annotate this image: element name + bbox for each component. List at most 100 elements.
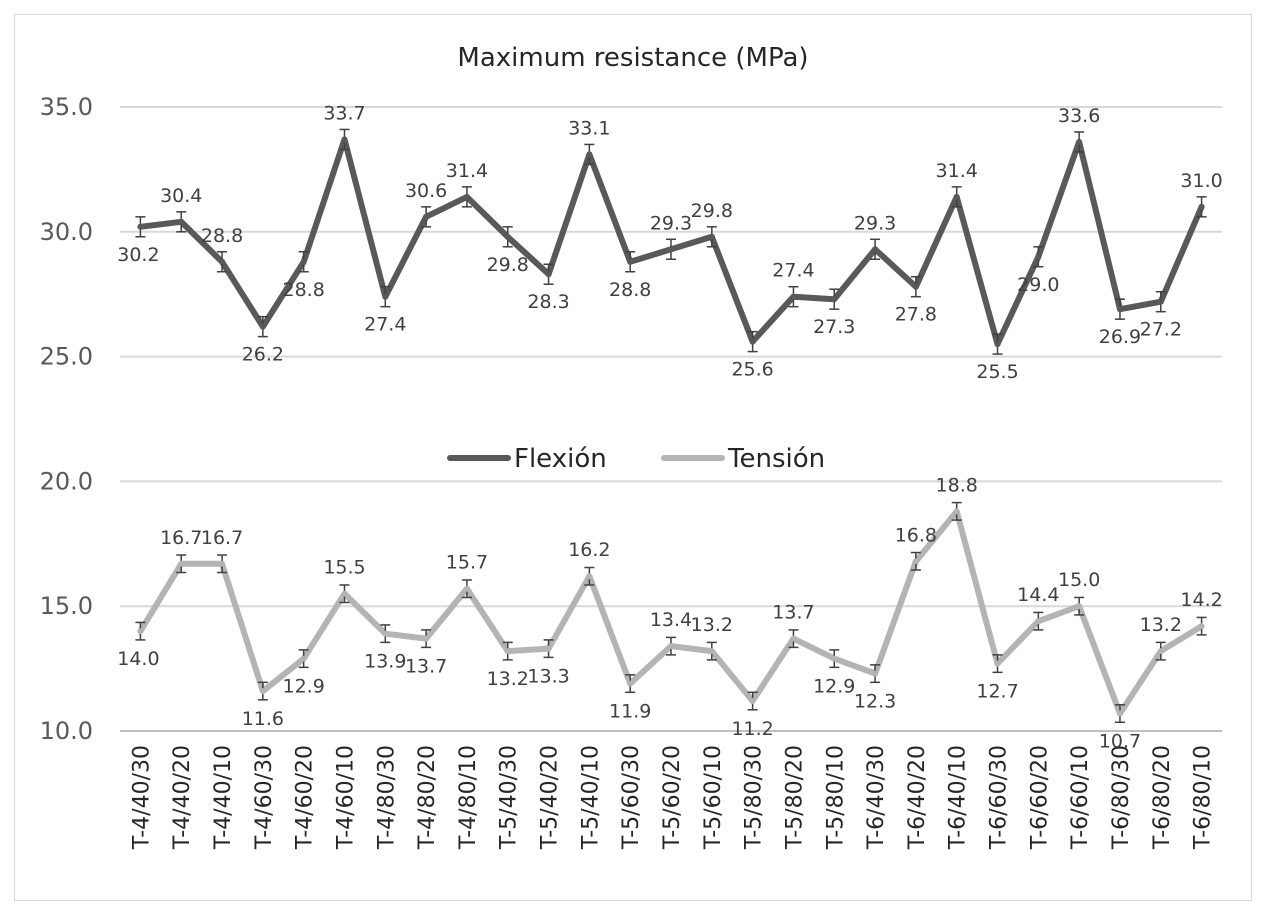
x-tick-label: T-5/80/30 [742,745,767,850]
data-point [831,655,838,662]
data-label: 16.7 [160,527,202,549]
data-label: 27.8 [895,304,937,326]
x-tick-label: T-5/40/10 [578,745,603,850]
data-label: 30.6 [405,180,447,202]
data-point [1035,253,1042,260]
x-tick-label: T-4/80/20 [415,745,440,850]
legend-label-tension: Tensión [727,444,825,474]
data-label: 27.4 [364,314,406,336]
data-label: 11.2 [731,718,773,740]
data-label: 33.7 [323,102,365,124]
data-label: 28.8 [609,279,651,301]
data-label: 13.9 [364,651,406,673]
data-point [627,680,634,687]
data-label: 30.4 [160,185,202,207]
data-label: 13.2 [487,668,529,690]
data-label: 31.4 [936,160,978,182]
data-point [1157,648,1164,655]
x-tick-label: T-5/40/30 [497,745,522,850]
data-label: 29.8 [487,254,529,276]
x-tick-label: T-5/60/20 [660,745,685,850]
y-tick-label: 20.0 [40,467,93,495]
data-label: 25.5 [976,361,1018,383]
data-point [668,643,674,650]
x-tick-label: T-6/80/20 [1150,745,1175,850]
data-point [463,193,470,200]
y-tick-label: 25.0 [40,343,93,371]
series-group [135,128,1207,724]
data-point [1116,710,1123,717]
data-point [178,218,185,225]
x-tick-label: T-5/40/20 [538,745,563,850]
data-point [300,655,307,662]
legend-label-flexion: Flexión [514,444,607,474]
data-point [1035,618,1042,625]
data-point [831,296,838,303]
data-point [872,246,879,253]
chart-title: Maximum resistance (MPa) [457,43,808,73]
data-point [137,628,144,635]
data-label: 15.7 [446,552,488,574]
data-label: 26.9 [1099,326,1141,348]
data-label: 13.2 [1140,614,1182,636]
data-point [423,635,430,642]
data-point [1116,306,1123,313]
data-label: 25.6 [731,359,773,381]
data-point [545,645,552,652]
data-label: 13.3 [527,666,569,688]
x-tick-label: T-6/80/10 [1191,745,1216,850]
data-labels: 30.230.428.826.228.833.727.430.631.429.8… [117,102,1222,752]
data-label: 27.3 [813,316,855,338]
data-label: 27.4 [772,260,814,282]
x-tick-label: T-6/60/10 [1068,745,1093,850]
data-label: 14.4 [1017,584,1059,606]
data-point [259,688,266,695]
legend: Flexión Tensión [447,444,825,474]
data-point [382,630,389,637]
x-tick-label: T-5/60/30 [619,745,644,850]
data-point [994,341,1001,348]
data-point [463,585,470,592]
data-point [586,573,593,580]
data-point [1157,298,1164,305]
y-tick-label: 30.0 [40,218,93,246]
data-label: 13.7 [772,602,814,624]
data-point [953,193,960,200]
x-tick-label: T-4/40/10 [211,745,236,850]
data-label: 33.1 [568,117,610,139]
data-point [1076,603,1083,610]
data-label: 15.0 [1058,569,1100,591]
y-tick-label: 10.0 [40,717,93,745]
data-label: 26.2 [242,344,284,366]
data-label: 28.3 [527,291,569,313]
data-point [341,136,348,143]
data-label: 16.8 [895,524,937,546]
data-label: 29.8 [691,200,733,222]
data-point [627,258,634,265]
data-point [912,558,919,565]
x-tick-label: T-6/40/30 [864,745,889,850]
x-tick-label: T-5/60/10 [701,745,726,850]
y-tick-label: 35.0 [40,93,93,121]
data-point [749,338,756,345]
data-label: 29.0 [1017,274,1059,296]
x-tick-label: T-6/80/30 [1109,745,1134,850]
data-point [300,258,307,265]
data-label: 28.8 [283,279,325,301]
data-label: 11.9 [609,701,651,723]
data-point [382,293,389,300]
data-point [1076,138,1083,145]
data-label: 13.4 [650,609,692,631]
data-point [137,223,144,230]
x-tick-label: T-4/40/30 [129,745,154,850]
data-label: 13.2 [691,614,733,636]
data-label: 31.4 [446,160,488,182]
data-label: 33.6 [1058,105,1100,127]
data-point [872,670,879,677]
data-point [341,590,348,597]
data-label: 14.0 [117,648,159,670]
data-point [1198,623,1205,630]
data-label: 16.7 [201,527,243,549]
data-point [219,560,226,567]
